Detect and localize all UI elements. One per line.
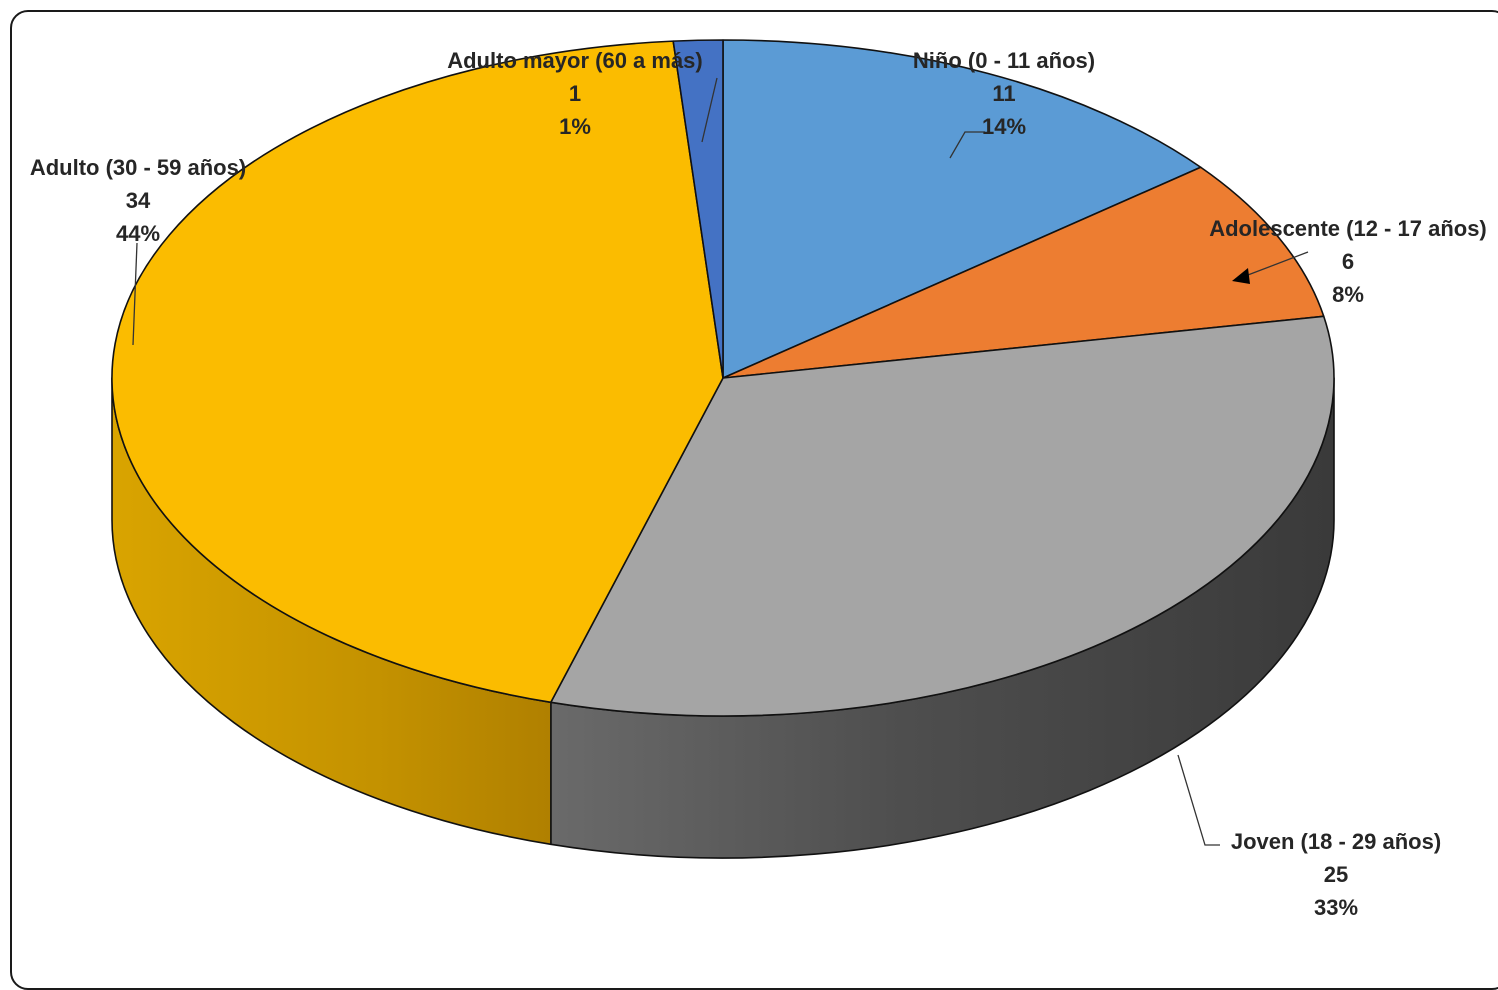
leader-lines bbox=[132, 77, 1309, 846]
data-labels: Niño (0 - 11 años) 11 14% Adolescente (12 -… bbox=[30, 48, 1487, 920]
pie-slice-4 bbox=[672, 39, 724, 379]
label-category: Joven (18 - 29 años) bbox=[1231, 829, 1441, 854]
label-category: Adulto (30 - 59 años) bbox=[30, 155, 246, 180]
data-label-0: Niño (0 - 11 años) 11 14% bbox=[913, 48, 1095, 139]
label-value: 1 bbox=[569, 81, 581, 106]
pie-slice-0 bbox=[722, 39, 1202, 379]
pie-slices bbox=[111, 39, 1335, 717]
data-label-2: Joven (18 - 29 años) 25 33% bbox=[1231, 829, 1441, 920]
data-label-1: Adolescente (12 - 17 años) 6 8% bbox=[1209, 216, 1487, 307]
label-category: Adolescente (12 - 17 años) bbox=[1209, 216, 1487, 241]
label-category: Adulto mayor (60 a más) bbox=[447, 48, 703, 73]
label-value: 25 bbox=[1324, 862, 1348, 887]
label-percent: 44% bbox=[116, 221, 160, 246]
data-label-4: Adulto mayor (60 a más) 1 1% bbox=[447, 48, 703, 139]
pie-slice-3 bbox=[111, 40, 724, 704]
label-category: Niño (0 - 11 años) bbox=[913, 48, 1095, 73]
label-value: 11 bbox=[992, 81, 1015, 106]
pie-slice-1 bbox=[722, 166, 1325, 379]
label-percent: 1% bbox=[559, 114, 591, 139]
leader-arrowhead bbox=[1232, 268, 1250, 284]
data-label-3: Adulto (30 - 59 años) 34 44% bbox=[30, 155, 246, 246]
label-value: 34 bbox=[126, 188, 151, 213]
label-value: 6 bbox=[1342, 249, 1354, 274]
leader-line-3 bbox=[132, 242, 138, 346]
leader-line-4 bbox=[701, 77, 718, 143]
label-percent: 14% bbox=[982, 114, 1026, 139]
leader-line-1 bbox=[1239, 251, 1309, 279]
label-percent: 33% bbox=[1314, 895, 1358, 920]
leader-line-0 bbox=[949, 131, 985, 159]
pie-slice-2 bbox=[550, 315, 1335, 717]
leader-line-2 bbox=[1177, 754, 1220, 846]
label-percent: 8% bbox=[1332, 282, 1364, 307]
